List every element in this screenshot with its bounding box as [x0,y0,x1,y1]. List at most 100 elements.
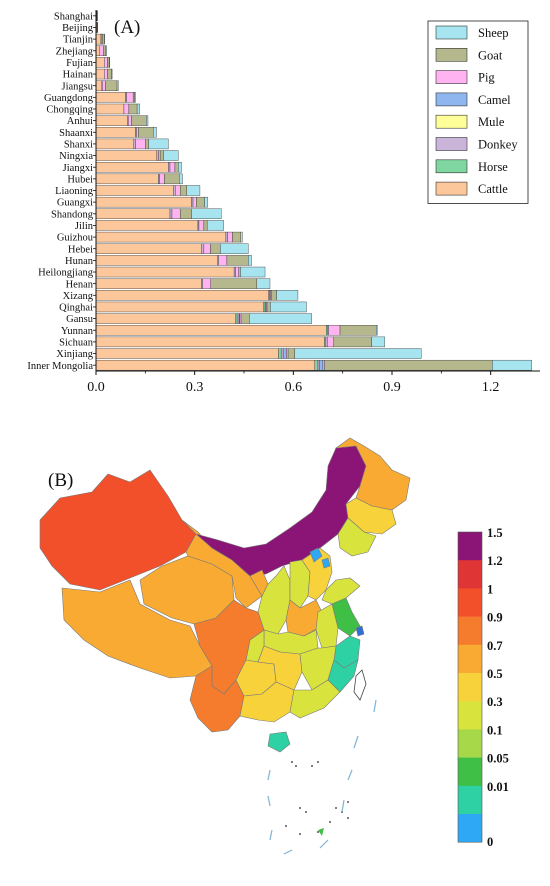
bar-segment-pig [123,103,130,115]
bar-segment-cattle [95,255,218,266]
category-label: Heilongjiang [38,268,94,279]
category-label: Fujian [66,58,94,69]
map-panel: (B) [39,437,509,855]
colorbar-label: 0.9 [487,611,503,625]
bar-segment-donkey [169,208,173,219]
category-label: Shanghai [54,11,93,22]
bar-segment-donkey [191,196,194,208]
colorbar-label: 0.05 [487,752,509,766]
bar-segment-sheep [179,173,183,185]
category-label: Ningxia [59,151,93,162]
bar-segment-goat [128,103,138,115]
legend-label: Horse [478,160,508,174]
bar-segment-pig [104,68,108,80]
bar-segment-cattle [95,57,105,68]
legend-label: Sheep [478,26,509,40]
colorbar-segment [458,616,482,646]
bar-segment-goat [238,266,241,278]
category-label: Liaoning [55,186,94,197]
category-labels: ShanghaiBeijingTianjinZhejiangFujianHain… [27,11,93,371]
legend-label: Mule [478,115,505,129]
bar-segment-pig [159,173,165,185]
bar-segment-cattle [95,313,236,324]
bar-segment-cattle [95,290,269,301]
colorbar-label: 1 [487,582,493,596]
category-label: Guizhou [57,233,94,244]
colorbar-label: 0.3 [487,695,503,709]
bar-segment-cattle [95,115,128,126]
region-guangdong [289,679,341,719]
bar-segment-cattle [95,68,105,80]
bar-segment-cattle [95,325,327,336]
bar-segment-donkey [225,231,228,243]
legend-swatch-sheep [435,25,468,40]
colorbar-label: 0.7 [487,639,503,653]
panel-label-a: (A) [114,17,140,38]
colorbar-segment [458,644,482,674]
bar-segment-cattle [95,243,202,254]
bar-segment-horse [278,348,282,359]
bar-segment-sheep [153,127,157,138]
region-tianjin [321,557,331,569]
legend-label: Donkey [478,138,518,152]
bar-segment-pig [286,348,289,359]
bar-segment-camel [319,359,324,371]
bar-segment-donkey [173,185,176,196]
bar-segment-cattle [95,196,192,208]
category-label: Jiangxi [63,163,93,174]
colorbar-label: 1.5 [487,526,503,540]
bar-segment-sheep [134,92,136,103]
category-label: Shaanxi [59,128,93,139]
bar-segment-sheep [178,162,182,173]
category-label: Anhui [67,116,93,127]
bar-segment-cattle [95,162,169,173]
category-label: Inner Mongolia [27,361,93,372]
bar-segment-sheep [294,348,422,359]
bar-segment-sheep [111,68,113,80]
bar-segment-pig [136,127,139,138]
legend-swatch-donkey [435,137,468,151]
bar-segment-cattle [95,220,199,231]
bar-segment-sheep [148,138,169,150]
bar-segment-pig [328,325,341,336]
x-tick-label: 0.3 [186,380,204,395]
bar-segment-goat [226,255,249,266]
category-label: Xinjiang [56,349,93,360]
bar-segment-donkey [201,243,205,254]
x-tick-label: 1.2 [482,380,500,395]
bar-segment-sheep [206,220,224,231]
category-label: Tianjin [63,35,94,46]
x-tick-label: 0.0 [87,380,105,395]
colorbar: 1.5 1.2 1 0.9 0.7 0.5 0.3 0.1 0.05 0.01 0 [457,526,509,849]
bar-segment-goat [271,290,277,301]
category-label: Hainan [63,70,94,81]
region-heilongjiang [334,437,411,511]
dashed-boundary [267,699,377,855]
bar-segment-pig [322,359,325,371]
bar-segment-goat [287,348,295,359]
bar-segment-goat [210,243,221,254]
bar-segment-donkey [133,138,136,150]
category-label: Chongqing [46,105,93,116]
colorbar-segment [458,814,482,843]
bar-segment-pig [192,196,197,208]
bar-segment-cattle [95,359,315,371]
colorbar-frame [457,531,483,843]
bar-segment-pig [235,266,239,278]
bar-segment-cattle [95,301,264,313]
bar-segment-donkey [168,162,171,173]
bar-segment-cattle [95,33,102,45]
region-shanghai [355,625,365,637]
bar-segment-pig [198,220,205,231]
bar-segment-goat [164,173,180,185]
category-label: Shanxi [64,140,93,151]
bar-segment-goat [131,115,147,126]
bar-segment-sheep [240,231,243,243]
bar-segment-pig [99,45,104,56]
colorbar-segment [458,729,482,758]
axes: 0.0 0.3 0.6 0.9 1.2 [87,10,540,395]
bar-segment-cattle [95,138,135,150]
bar-segment-cattle [95,127,136,138]
bar-segment-goat [105,80,118,91]
